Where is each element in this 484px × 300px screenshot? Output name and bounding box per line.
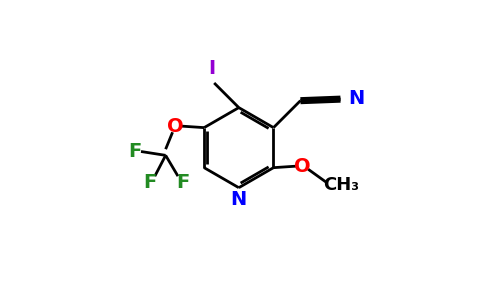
Text: N: N <box>348 89 364 108</box>
Text: F: F <box>128 142 141 161</box>
Text: O: O <box>166 117 183 136</box>
Text: F: F <box>176 173 189 192</box>
Text: F: F <box>144 173 157 192</box>
Text: N: N <box>231 190 247 209</box>
Text: I: I <box>208 59 215 78</box>
Text: O: O <box>294 157 311 175</box>
Text: CH₃: CH₃ <box>323 176 359 194</box>
